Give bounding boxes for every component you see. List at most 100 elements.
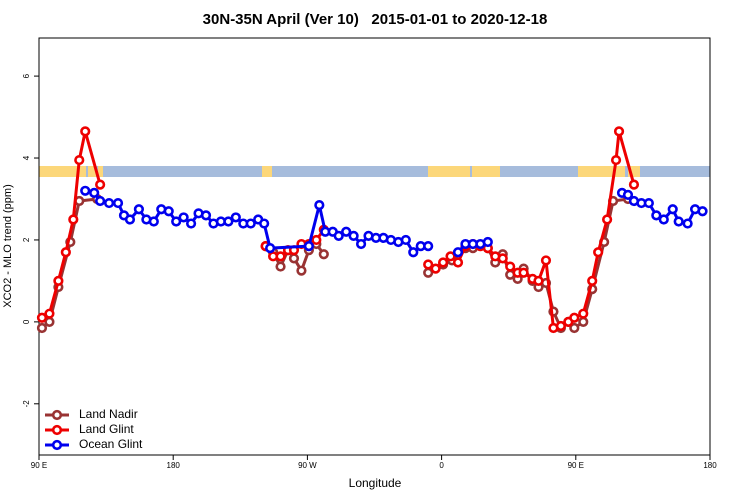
data-point <box>667 204 678 215</box>
data-point <box>651 210 662 221</box>
series-line <box>41 130 636 330</box>
data-point <box>36 312 48 323</box>
data-point <box>318 249 329 260</box>
data-point <box>348 230 359 241</box>
x-tick-label: 90 W <box>298 461 317 470</box>
data-point <box>230 212 241 223</box>
data-point <box>53 275 64 287</box>
data-point <box>505 261 516 272</box>
land-band <box>472 166 500 177</box>
data-point <box>610 154 622 166</box>
data-point <box>569 322 580 334</box>
data-point <box>178 212 189 223</box>
data-point <box>408 247 419 258</box>
data-point <box>622 189 634 200</box>
x-tick-label: 0 <box>439 461 444 470</box>
data-point <box>259 218 270 229</box>
data-point <box>265 243 276 254</box>
y-tick-label: -2 <box>22 400 31 408</box>
data-point <box>355 238 367 250</box>
data-point <box>68 214 79 225</box>
data-point <box>400 234 411 246</box>
data-point <box>275 261 286 272</box>
data-point <box>578 308 589 319</box>
data-point <box>697 206 708 217</box>
data-point <box>497 253 508 264</box>
x-tick-label: 90 E <box>31 461 47 470</box>
legend-marker <box>51 424 63 436</box>
x-tick-label: 180 <box>167 461 181 470</box>
y-tick-label: 6 <box>22 73 31 78</box>
data-point <box>311 234 322 246</box>
data-point <box>171 216 182 227</box>
legend-label: Land Glint <box>79 422 134 436</box>
data-point <box>682 218 693 229</box>
chart-title: 30N-35N April (Ver 10) 2015-01-01 to 202… <box>203 11 548 28</box>
surface-band <box>39 166 710 177</box>
data-point <box>437 257 449 268</box>
data-point <box>540 255 552 266</box>
data-point <box>658 214 669 225</box>
data-point <box>185 218 197 229</box>
data-point <box>200 210 212 221</box>
data-point <box>452 247 464 258</box>
data-point <box>103 197 115 209</box>
data-point <box>245 218 256 229</box>
data-point <box>643 197 654 209</box>
data-point <box>423 259 434 270</box>
land-band <box>628 166 640 177</box>
legend-marker <box>51 409 63 421</box>
data-point <box>148 216 159 227</box>
x-tick-label: 180 <box>703 461 717 470</box>
land-band <box>88 166 96 177</box>
data-point <box>613 126 625 137</box>
data-point <box>296 265 307 276</box>
y-axis-label: XCO2 - MLO trend (ppm) <box>2 184 14 307</box>
data-point <box>303 240 314 252</box>
y-tick-label: 0 <box>22 319 31 324</box>
data-point <box>112 197 124 209</box>
plot-frame <box>38 37 711 456</box>
data-point <box>445 251 456 262</box>
data-point <box>95 179 106 190</box>
legend-marker <box>51 439 63 451</box>
data-point <box>482 236 493 248</box>
land-band <box>98 166 103 177</box>
data-point <box>80 185 91 196</box>
data-point <box>423 240 434 252</box>
data-point <box>223 216 234 227</box>
data-point <box>275 251 286 262</box>
data-point <box>673 216 684 227</box>
data-point <box>628 179 640 190</box>
data-point <box>569 312 580 323</box>
legend-label: Land Nadir <box>79 407 138 421</box>
data-point <box>452 257 464 268</box>
data-point <box>533 275 544 287</box>
x-axis-label: Longitude <box>349 476 402 490</box>
data-point <box>133 204 145 215</box>
data-point <box>74 154 85 166</box>
data-point <box>555 320 566 332</box>
data-point <box>578 316 589 327</box>
data-point <box>89 187 100 198</box>
data-point <box>95 195 106 207</box>
data-point <box>518 267 529 278</box>
data-point <box>60 247 71 258</box>
data-point <box>314 200 325 211</box>
data-point <box>80 126 91 137</box>
data-point <box>163 206 174 217</box>
land-band <box>39 166 86 177</box>
land-band <box>578 166 625 177</box>
data-point <box>593 247 604 258</box>
data-point <box>124 214 136 225</box>
data-point <box>341 226 352 237</box>
data-point <box>333 230 344 241</box>
data-point <box>44 308 55 319</box>
data-point <box>288 253 300 264</box>
y-tick-label: 4 <box>22 155 31 160</box>
x-tick-label: 90 E <box>568 461 584 470</box>
land-band <box>428 166 470 177</box>
legend-label: Ocean Glint <box>79 437 143 451</box>
y-tick-label: 2 <box>22 237 31 242</box>
